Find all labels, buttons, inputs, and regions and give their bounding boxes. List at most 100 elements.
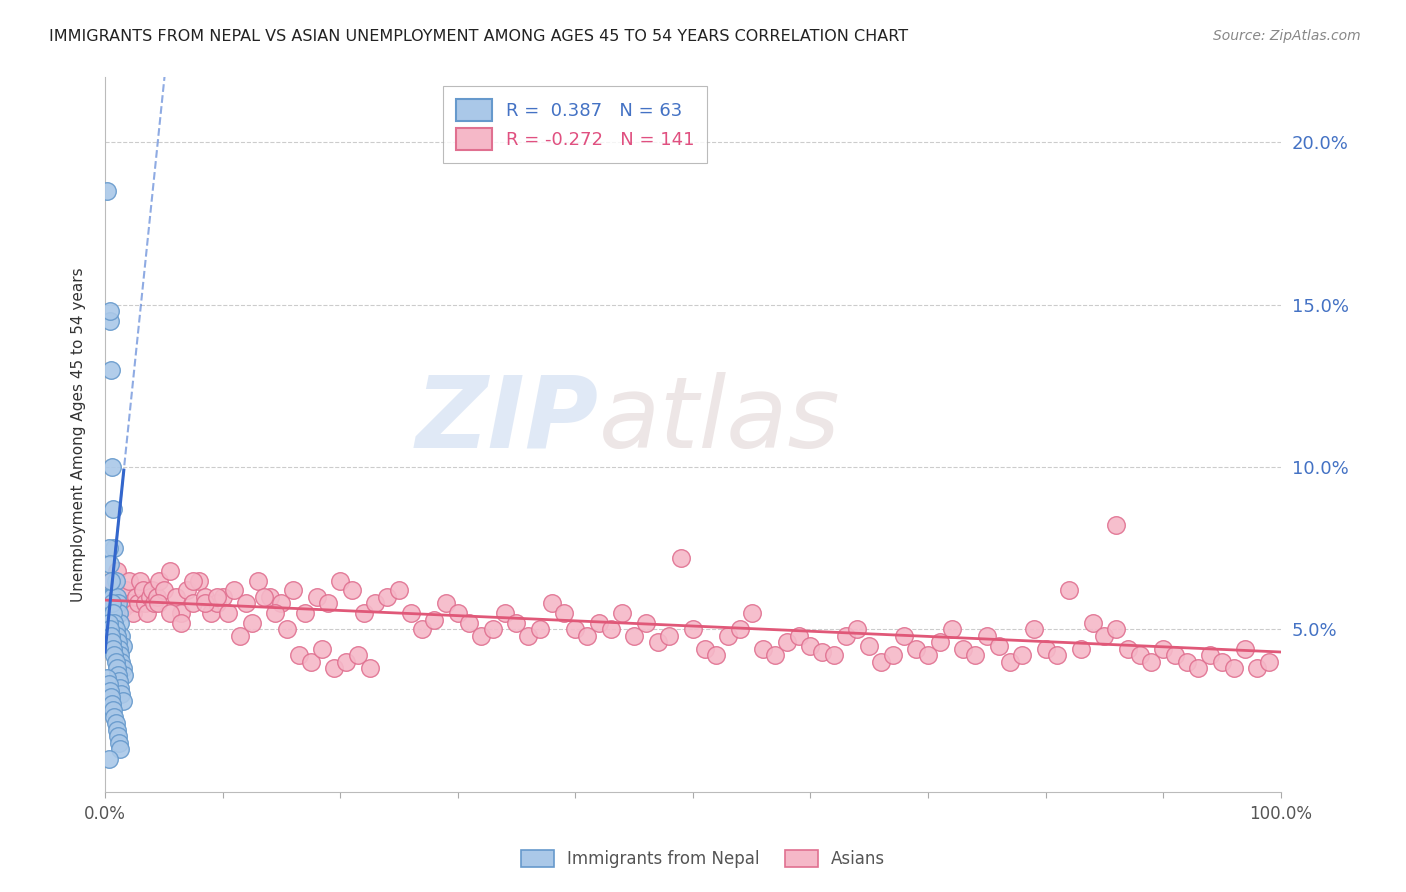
- Point: [108, 736, 131, 750]
- Point: [181, 596, 204, 610]
- Point: [1234, 641, 1257, 656]
- Point: [124, 590, 146, 604]
- Point: [329, 574, 352, 588]
- Point: [103, 606, 125, 620]
- Point: [1022, 622, 1045, 636]
- Point: [103, 606, 125, 620]
- Point: [728, 622, 751, 636]
- Point: [136, 606, 159, 620]
- Point: [1105, 622, 1128, 636]
- Point: [98, 304, 121, 318]
- Point: [259, 590, 281, 604]
- Point: [103, 622, 125, 636]
- Point: [107, 667, 129, 681]
- Point: [101, 574, 124, 588]
- Point: [288, 648, 311, 663]
- Point: [101, 697, 124, 711]
- Point: [359, 661, 381, 675]
- Point: [110, 615, 132, 630]
- Point: [229, 629, 252, 643]
- Point: [963, 648, 986, 663]
- Point: [299, 655, 322, 669]
- Point: [131, 583, 153, 598]
- Point: [811, 645, 834, 659]
- Point: [893, 629, 915, 643]
- Point: [105, 564, 128, 578]
- Point: [129, 574, 152, 588]
- Point: [159, 606, 181, 620]
- Point: [152, 583, 174, 598]
- Point: [224, 583, 246, 598]
- Point: [194, 596, 217, 610]
- Point: [1175, 655, 1198, 669]
- Point: [110, 742, 132, 756]
- Point: [101, 596, 124, 610]
- Point: [987, 639, 1010, 653]
- Point: [669, 550, 692, 565]
- Point: [112, 667, 135, 681]
- Point: [100, 362, 122, 376]
- Point: [101, 590, 124, 604]
- Point: [928, 635, 950, 649]
- Point: [917, 648, 939, 663]
- Point: [205, 590, 228, 604]
- Point: [388, 583, 411, 598]
- Point: [110, 687, 132, 701]
- Point: [104, 655, 127, 669]
- Point: [97, 615, 120, 630]
- Point: [335, 655, 357, 669]
- Point: [103, 541, 125, 555]
- Point: [107, 730, 129, 744]
- Point: [1057, 583, 1080, 598]
- Point: [111, 694, 134, 708]
- Point: [111, 639, 134, 653]
- Point: [294, 606, 316, 620]
- Point: [647, 635, 669, 649]
- Point: [103, 502, 125, 516]
- Point: [318, 596, 340, 610]
- Point: [127, 596, 149, 610]
- Point: [1092, 629, 1115, 643]
- Point: [682, 622, 704, 636]
- Point: [211, 590, 233, 604]
- Point: [311, 641, 333, 656]
- Point: [706, 648, 728, 663]
- Point: [170, 615, 193, 630]
- Point: [553, 606, 575, 620]
- Point: [105, 661, 128, 675]
- Point: [375, 590, 398, 604]
- Point: [110, 681, 132, 695]
- Point: [117, 574, 139, 588]
- Point: [882, 648, 904, 663]
- Point: [170, 606, 193, 620]
- Point: [1211, 655, 1233, 669]
- Point: [107, 635, 129, 649]
- Point: [763, 648, 786, 663]
- Point: [122, 606, 145, 620]
- Point: [108, 606, 131, 620]
- Legend: Immigrants from Nepal, Asians: Immigrants from Nepal, Asians: [513, 843, 893, 875]
- Point: [276, 622, 298, 636]
- Point: [658, 629, 681, 643]
- Point: [103, 615, 125, 630]
- Point: [346, 648, 368, 663]
- Point: [564, 622, 586, 636]
- Point: [143, 596, 166, 610]
- Point: [104, 622, 127, 636]
- Point: [103, 641, 125, 656]
- Point: [905, 641, 928, 656]
- Point: [97, 590, 120, 604]
- Y-axis label: Unemployment Among Ages 45 to 54 years: Unemployment Among Ages 45 to 54 years: [72, 268, 86, 602]
- Point: [100, 574, 122, 588]
- Point: [1011, 648, 1033, 663]
- Point: [540, 596, 562, 610]
- Point: [340, 583, 363, 598]
- Point: [1140, 655, 1163, 669]
- Point: [100, 590, 122, 604]
- Point: [264, 606, 287, 620]
- Point: [97, 541, 120, 555]
- Point: [108, 641, 131, 656]
- Point: [100, 629, 122, 643]
- Point: [108, 655, 131, 669]
- Point: [1199, 648, 1222, 663]
